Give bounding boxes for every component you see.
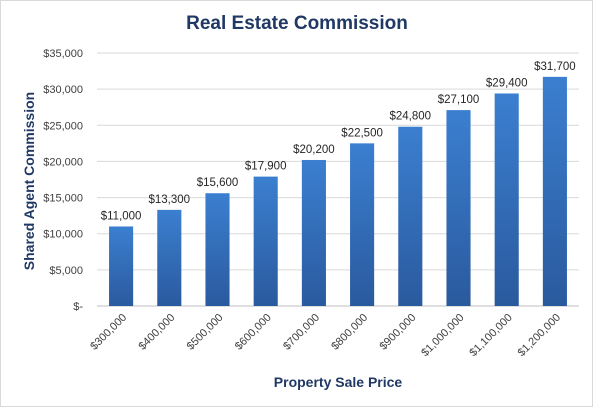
y-tick-label: $35,000 bbox=[43, 48, 83, 60]
bar bbox=[398, 126, 423, 306]
bars bbox=[109, 76, 567, 307]
data-label: $15,600 bbox=[197, 177, 239, 189]
data-label: $20,200 bbox=[293, 144, 335, 156]
y-tick-label: $10,000 bbox=[43, 229, 83, 241]
y-axis-ticks: $- $5,000 $10,000 $15,000 $20,000 $25,000 $30,… bbox=[43, 48, 83, 313]
data-label: $29,400 bbox=[486, 77, 528, 89]
data-label: $17,900 bbox=[245, 161, 287, 173]
bar bbox=[350, 143, 375, 306]
x-tick-label: $1,100,000 bbox=[467, 312, 514, 359]
bar bbox=[446, 110, 471, 306]
bar bbox=[494, 93, 519, 306]
y-tick-label: $20,000 bbox=[43, 156, 83, 168]
y-tick-label: $- bbox=[73, 301, 83, 313]
x-tick-label: $500,000 bbox=[185, 312, 226, 353]
bar bbox=[542, 76, 567, 307]
y-axis-title: Shared Agent Commission bbox=[21, 92, 37, 270]
data-labels: $11,000 $13,300 $15,600 $17,900 $20,200 $22,5… bbox=[101, 61, 576, 223]
y-tick-label: $5,000 bbox=[49, 265, 83, 277]
x-tick-label: $700,000 bbox=[281, 312, 322, 353]
x-tick-label: $600,000 bbox=[233, 312, 274, 353]
x-axis-title: Property Sale Price bbox=[274, 374, 403, 390]
bar bbox=[301, 159, 326, 306]
bar bbox=[253, 176, 278, 306]
y-tick-label: $15,000 bbox=[43, 193, 83, 205]
bar bbox=[157, 209, 182, 306]
data-label: $11,000 bbox=[101, 210, 142, 222]
bar bbox=[109, 226, 134, 306]
data-label: $22,500 bbox=[341, 127, 383, 139]
data-label: $13,300 bbox=[149, 194, 191, 206]
data-label: $31,700 bbox=[534, 61, 576, 73]
x-tick-label: $400,000 bbox=[136, 312, 177, 353]
bar bbox=[205, 193, 230, 306]
data-label: $24,800 bbox=[390, 111, 432, 123]
x-tick-label: $900,000 bbox=[377, 312, 418, 353]
data-label: $27,100 bbox=[438, 94, 480, 106]
x-tick-label: $300,000 bbox=[88, 312, 129, 353]
x-tick-label: $1,200,000 bbox=[516, 312, 563, 359]
chart-title: Real Estate Commission bbox=[186, 13, 408, 34]
x-tick-label: $1,000,000 bbox=[419, 312, 466, 359]
y-tick-label: $25,000 bbox=[43, 120, 83, 132]
x-tick-label: $800,000 bbox=[329, 312, 370, 353]
y-tick-label: $30,000 bbox=[43, 84, 83, 96]
x-axis-ticks: $300,000 $400,000 $500,000 $600,000 $700,000… bbox=[88, 312, 563, 359]
